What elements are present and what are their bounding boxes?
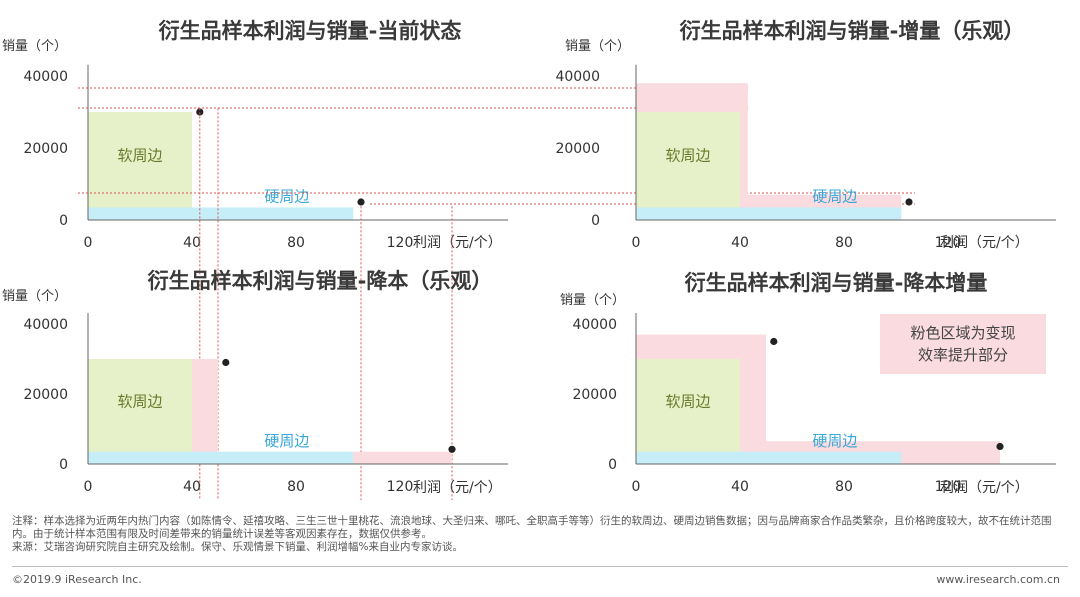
- panel-3-point-1: [448, 445, 456, 453]
- legend-note-box: [880, 314, 1046, 374]
- panel-2-label-hard: 硬周边: [812, 187, 857, 205]
- panel-2-ylabel: 销量（个）: [565, 39, 630, 54]
- panel-3-xlabel: 利润（元/个）: [413, 480, 502, 496]
- panel-1-point-0: [196, 108, 204, 116]
- panel-4-xtick-0: 0: [632, 479, 641, 495]
- panel-2-ytick-0: 0: [591, 213, 600, 229]
- panel-4-label-hard: 硬周边: [812, 432, 857, 450]
- panel-1-region-hard-1: [88, 207, 354, 220]
- panel-4-title: 衍生品样本利润与销量-降本增量: [685, 271, 988, 295]
- panel-2-title: 衍生品样本利润与销量-增量（乐观）: [680, 19, 1025, 43]
- legend-note-line-0: 粉色区域为变现: [910, 324, 1015, 342]
- note-text: 注释：样本选择为近两年内热门内容（如陈情令、延禧攻略、三生三世十里桃花、流浪地球…: [12, 515, 1052, 540]
- panel-4-ylabel: 销量（个）: [560, 293, 625, 308]
- panel-1-ytick-0: 0: [59, 213, 68, 229]
- panel-1-ytick-20000: 20000: [23, 141, 68, 157]
- panel-4-point-1: [996, 442, 1004, 451]
- panel-2-region-soft-2: [636, 112, 740, 220]
- panel-4-xtick-40: 40: [731, 479, 749, 495]
- panel-2-ytick-20000: 20000: [555, 141, 600, 157]
- panel-4-label-soft: 软周边: [665, 392, 710, 410]
- panel-3-ytick-40000: 40000: [23, 317, 68, 333]
- panel-1-label-hard: 硬周边: [264, 187, 309, 205]
- panel-2-region-hard-3: [636, 207, 902, 220]
- panel-1-ylabel: 销量（个）: [2, 39, 67, 54]
- panel-3-ytick-20000: 20000: [23, 387, 68, 403]
- panel-1-ytick-40000: 40000: [23, 69, 68, 85]
- panel-1-xtick-0: 0: [84, 235, 93, 251]
- panel-4-ytick-40000: 40000: [572, 317, 617, 333]
- panel-3-xtick-80: 80: [287, 479, 305, 495]
- panel-4-region-hard-3: [636, 451, 902, 464]
- source-text: 来源：艾瑞咨询研究院自主研究及绘制。保守、乐观情景下销量、利润增幅%来自业内专家…: [12, 541, 463, 553]
- panel-1-xtick-40: 40: [183, 235, 201, 251]
- panel-2-xtick-0: 0: [632, 235, 641, 251]
- panel-3-point-0: [222, 358, 230, 367]
- panel-1-xlabel: 利润（元/个）: [413, 235, 502, 251]
- panel-2-xtick-80: 80: [835, 235, 853, 251]
- panel-4-xtick-80: 80: [835, 479, 853, 495]
- copyright-text: ©2019.9 iResearch Inc.: [12, 573, 142, 586]
- panel-4-xtick-120: 120: [935, 479, 962, 495]
- panel-2-point-0: [905, 198, 913, 206]
- panel-1-title: 衍生品样本利润与销量-当前状态: [159, 19, 462, 43]
- panel-1-point-1: [357, 198, 365, 206]
- website-text: www.iresearch.com.cn: [936, 573, 1060, 586]
- panel-3-xtick-40: 40: [183, 479, 201, 495]
- panel-3-xtick-120: 120: [387, 479, 414, 495]
- panel-2-xtick-40: 40: [731, 235, 749, 251]
- panel-3-title: 衍生品样本利润与销量-降本（乐观）: [148, 269, 493, 293]
- legend-note-line-1: 效率提升部分: [918, 346, 1008, 364]
- panel-2-xlabel: 利润（元/个）: [940, 235, 1029, 251]
- panel-1-label-soft: 软周边: [117, 147, 162, 165]
- panel-3-ylabel: 销量（个）: [2, 289, 67, 304]
- panel-4-ytick-20000: 20000: [572, 387, 617, 403]
- panel-2-label-soft: 软周边: [665, 147, 710, 165]
- panel-3-region-soft-2: [88, 359, 192, 464]
- panel-3-xtick-0: 0: [84, 479, 93, 495]
- panel-3-region-increase-0: [192, 359, 218, 464]
- panel-4-ytick-0: 0: [608, 457, 617, 473]
- panel-4-point-0: [770, 337, 778, 346]
- footer-divider: [12, 566, 1068, 567]
- panel-1-xtick-120: 120: [387, 235, 414, 251]
- panel-3-label-hard: 硬周边: [264, 432, 309, 450]
- panel-3-region-increase-1: [353, 451, 452, 464]
- panel-3-ytick-0: 0: [59, 457, 68, 473]
- footnotes: 注释：样本选择为近两年内热门内容（如陈情令、延禧攻略、三生三世十里桃花、流浪地球…: [12, 515, 1068, 554]
- panel-1-region-soft-0: [88, 112, 192, 220]
- panel-3-region-hard-3: [88, 451, 354, 464]
- panel-3-label-soft: 软周边: [117, 392, 162, 410]
- panel-1-xtick-80: 80: [287, 235, 305, 251]
- panel-4-xlabel: 利润（元/个）: [940, 480, 1029, 496]
- panel-2-xtick-120: 120: [935, 235, 962, 251]
- panel-4-region-soft-2: [636, 359, 740, 464]
- panel-2-ytick-40000: 40000: [555, 69, 600, 85]
